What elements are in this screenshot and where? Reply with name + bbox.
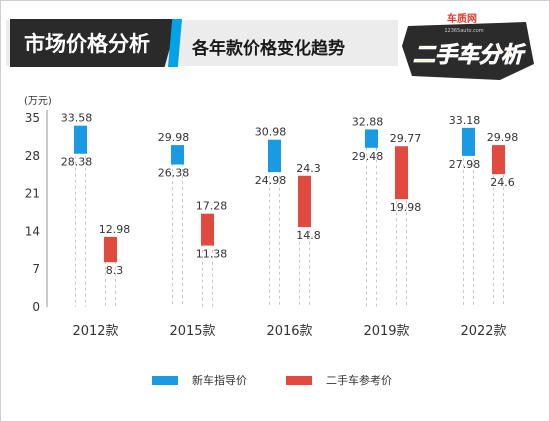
y-tick-label: 35	[25, 111, 40, 125]
legend-label-new-car: 新车指导价	[192, 374, 247, 387]
used-car-low-label: 14.8	[296, 229, 321, 242]
new-car-low-label: 26.38	[158, 167, 190, 180]
logo-shape	[402, 22, 534, 80]
logo-badge: 车质网 12365auto.com 二手车分析	[402, 12, 534, 80]
used-car-price-bar	[395, 146, 408, 200]
new-car-low-label: 27.98	[449, 158, 481, 171]
x-tick-label: 2015款	[169, 324, 215, 339]
new-car-high-label: 32.88	[352, 115, 384, 128]
used-car-low-label: 8.3	[106, 264, 124, 277]
legend-swatch-used-car	[286, 375, 312, 385]
new-car-high-label: 33.58	[61, 112, 93, 125]
new-car-price-bar	[365, 129, 378, 148]
y-tick-label: 0	[32, 300, 40, 314]
new-car-low-label: 29.48	[352, 150, 384, 163]
x-tick-label: 2012款	[72, 324, 118, 339]
used-car-price-bar	[492, 145, 505, 175]
new-car-price-bar	[74, 125, 87, 154]
used-car-price-bar	[201, 213, 214, 246]
used-car-high-label: 17.28	[196, 200, 228, 213]
new-car-high-label: 30.98	[255, 126, 287, 139]
y-axis-unit: (万元)	[24, 96, 52, 107]
x-tick-label: 2019款	[363, 324, 409, 339]
used-car-price-bar	[104, 236, 117, 263]
legend-item-used-car: 二手车参考价	[286, 372, 392, 388]
logo-site-url: 12365auto.com	[444, 28, 483, 34]
logo-badge-text: 二手车分析	[413, 42, 526, 68]
legend-item-new-car: 新车指导价	[152, 372, 247, 388]
y-tick-label: 21	[25, 187, 40, 201]
legend-swatch-new-car	[152, 375, 178, 385]
used-car-high-label: 29.98	[487, 131, 519, 144]
title-box	[10, 19, 178, 67]
y-tick-label: 28	[25, 149, 40, 163]
new-car-price-bar	[171, 145, 184, 165]
used-car-high-label: 12.98	[99, 223, 131, 236]
page-title: 市场价格分析	[24, 32, 150, 56]
used-car-low-label: 24.6	[490, 176, 515, 189]
used-car-price-bar	[298, 175, 311, 228]
chart-legend: 新车指导价 二手车参考价	[0, 372, 550, 392]
legend-label-used-car: 二手车参考价	[326, 374, 392, 387]
new-car-price-bar	[462, 127, 475, 156]
used-car-high-label: 29.77	[390, 132, 422, 145]
new-car-price-bar	[268, 139, 281, 173]
y-tick-label: 14	[25, 224, 40, 238]
new-car-low-label: 28.38	[61, 156, 93, 169]
used-car-low-label: 11.38	[196, 248, 228, 261]
new-car-low-label: 24.98	[255, 174, 287, 187]
title-accent-stripe	[168, 19, 182, 67]
x-tick-label: 2016款	[266, 324, 312, 339]
page-subtitle: 各年款价格变化趋势	[192, 39, 345, 59]
x-tick-label: 2022款	[460, 324, 506, 339]
logo-site-name: 车质网	[447, 12, 477, 25]
new-car-high-label: 33.18	[449, 114, 481, 127]
y-tick-label: 7	[32, 262, 40, 276]
used-car-low-label: 19.98	[390, 201, 422, 214]
new-car-high-label: 29.98	[158, 131, 190, 144]
used-car-high-label: 24.3	[296, 162, 321, 175]
